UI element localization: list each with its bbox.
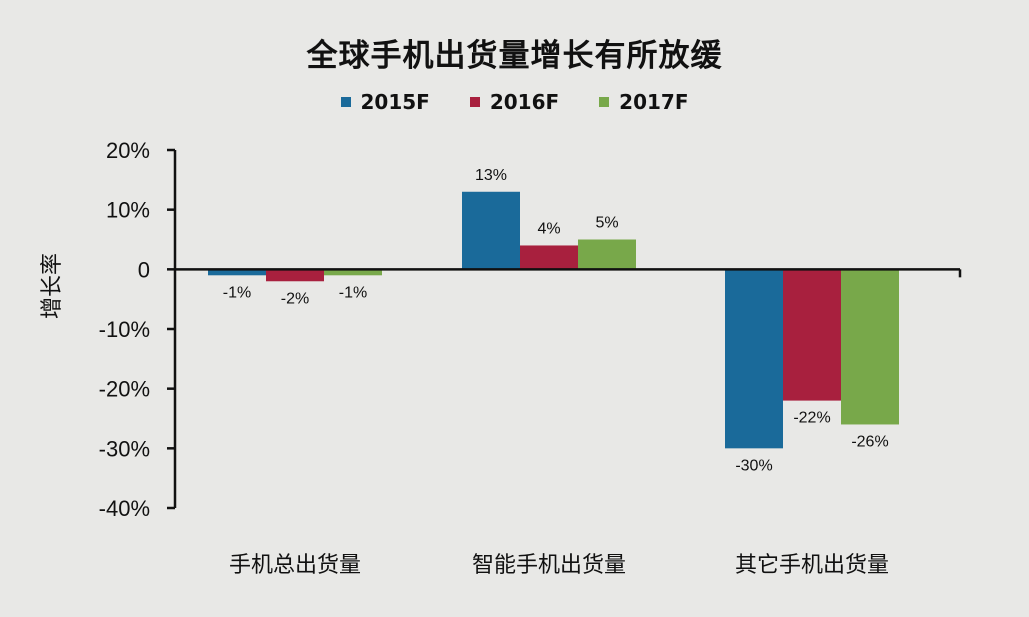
bar-2016f	[520, 245, 578, 270]
legend-item-2015f: 2015F	[340, 90, 430, 114]
y-tick-label: 10%	[106, 198, 150, 223]
data-label: -1%	[339, 284, 367, 301]
data-label: 4%	[537, 220, 560, 237]
legend: 2015F 2016F 2017F	[0, 90, 1029, 114]
bar-2017f	[578, 239, 636, 270]
legend-label: 2017F	[619, 90, 689, 114]
legend-item-2017f: 2017F	[599, 90, 688, 114]
legend-swatch	[340, 97, 351, 107]
data-label: -2%	[281, 290, 309, 307]
data-label: -30%	[735, 457, 772, 474]
bar-2015f	[208, 269, 266, 276]
bar-2017f	[324, 269, 382, 276]
bar-2016f	[266, 269, 324, 282]
y-tick-label: -10%	[99, 317, 150, 342]
y-tick-label: 20%	[106, 138, 150, 163]
bar-2015f	[725, 269, 783, 449]
data-label: -1%	[223, 284, 251, 301]
data-label: 5%	[595, 215, 618, 232]
legend-label: 2016F	[489, 90, 560, 114]
x-category-label: 其它手机出货量	[735, 553, 889, 578]
bar-2015f	[462, 191, 520, 270]
x-category-label: 智能手机出货量	[472, 553, 626, 578]
x-category-label: 手机总出货量	[229, 553, 361, 578]
data-label: 13%	[475, 167, 507, 184]
bar-2016f	[783, 269, 841, 401]
y-tick-label: -20%	[99, 377, 150, 402]
legend-item-2016f: 2016F	[469, 90, 560, 114]
bar-2017f	[841, 269, 899, 425]
data-label: -26%	[851, 433, 888, 450]
y-tick-label: 0	[138, 257, 150, 282]
legend-swatch	[469, 97, 480, 107]
chart-title: 全球手机出货量增长有所放缓	[306, 38, 723, 74]
y-tick-label: -40%	[99, 496, 150, 521]
data-label: -22%	[793, 410, 830, 427]
legend-label: 2015F	[360, 90, 430, 114]
legend-swatch	[599, 97, 610, 107]
y-tick-label: -30%	[99, 436, 150, 461]
